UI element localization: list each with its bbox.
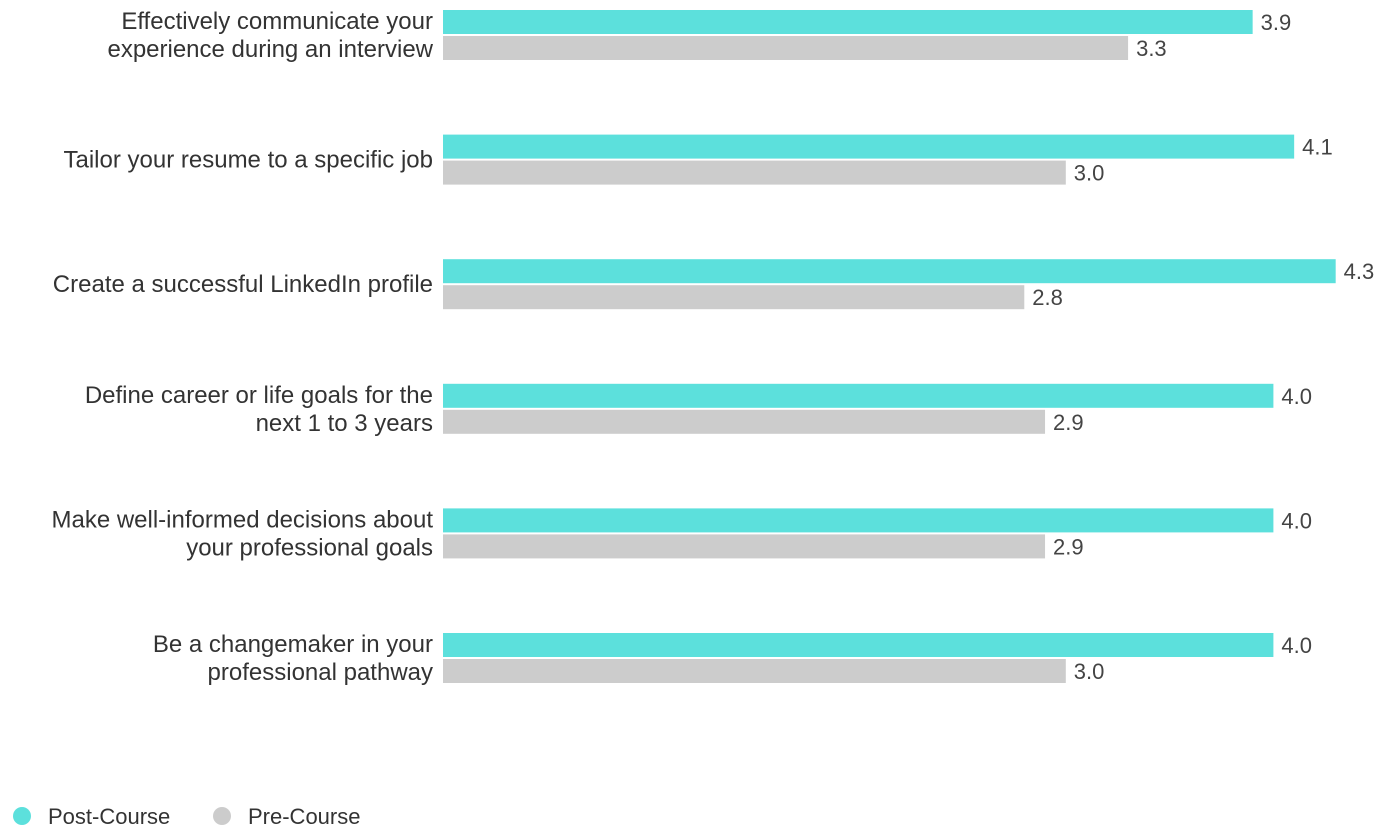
bar-post-course-category-4 [443, 383, 1274, 408]
legend-label-pre-course: Pre-Course [248, 804, 360, 829]
category-labels-group: Effectively communicate your experience d… [51, 8, 433, 686]
value-label-pre-course-category-2: 3.0 [1074, 161, 1105, 186]
category-label-2: Tailor your resume to a specific job [64, 147, 434, 174]
value-label-post-course-category-5: 4.0 [1281, 508, 1312, 533]
bar-post-course-category-3 [443, 259, 1336, 284]
category-label-line: next 1 to 3 years [256, 410, 433, 437]
value-label-pre-course-category-6: 3.0 [1074, 659, 1105, 684]
category-label-line: professional pathway [208, 659, 433, 686]
category-label-line: Effectively communicate your [121, 8, 433, 35]
bar-pre-course-category-4 [443, 409, 1046, 434]
category-label-line: Be a changemaker in your [153, 631, 433, 658]
bars-group [443, 10, 1336, 683]
value-label-pre-course-category-1: 3.3 [1136, 36, 1167, 61]
value-label-post-course-category-6: 4.0 [1281, 633, 1312, 658]
value-label-post-course-category-1: 3.9 [1261, 10, 1292, 35]
category-label-line: Create a successful LinkedIn profile [53, 271, 433, 298]
category-label-line: experience during an interview [107, 36, 433, 63]
value-labels-group: 3.9 3.3 4.1 3.0 4.3 2.8 4.0 2.9 4.0 2.9 4.0 3.0 [1032, 10, 1374, 684]
bar-post-course-category-6 [443, 633, 1274, 657]
category-label-1: Effectively communicate your experience d… [107, 8, 433, 63]
category-label-line: Make well-informed decisions about [51, 506, 433, 533]
bar-pre-course-category-1 [443, 36, 1129, 60]
category-label-3: Create a successful LinkedIn profile [53, 271, 433, 298]
bar-post-course-category-2 [443, 134, 1295, 159]
bar-pre-course-category-6 [443, 659, 1066, 683]
bar-post-course-category-5 [443, 508, 1274, 533]
category-label-5: Make well-informed decisions about your p… [51, 506, 433, 561]
value-label-post-course-category-4: 4.0 [1281, 384, 1312, 409]
bar-pre-course-category-2 [443, 160, 1066, 185]
value-label-pre-course-category-4: 2.9 [1053, 410, 1084, 435]
value-label-pre-course-category-5: 2.9 [1053, 534, 1084, 559]
bar-post-course-category-1 [443, 10, 1253, 34]
legend-marker-pre-course [213, 807, 231, 825]
legend: Post-Course Pre-Course [13, 804, 360, 829]
value-label-post-course-category-3: 4.3 [1344, 259, 1375, 284]
category-label-line: Define career or life goals for the [85, 382, 433, 409]
bar-pre-course-category-5 [443, 534, 1046, 559]
legend-marker-post-course [13, 807, 31, 825]
value-label-pre-course-category-3: 2.8 [1032, 285, 1063, 310]
legend-label-post-course: Post-Course [48, 804, 170, 829]
category-label-line: your professional goals [186, 534, 433, 561]
bar-pre-course-category-3 [443, 285, 1025, 310]
category-label-4: Define career or life goals for the next … [85, 382, 433, 437]
value-label-post-course-category-2: 4.1 [1302, 135, 1333, 160]
category-label-line: Tailor your resume to a specific job [64, 147, 434, 174]
category-label-6: Be a changemaker in your professional pat… [153, 631, 433, 686]
